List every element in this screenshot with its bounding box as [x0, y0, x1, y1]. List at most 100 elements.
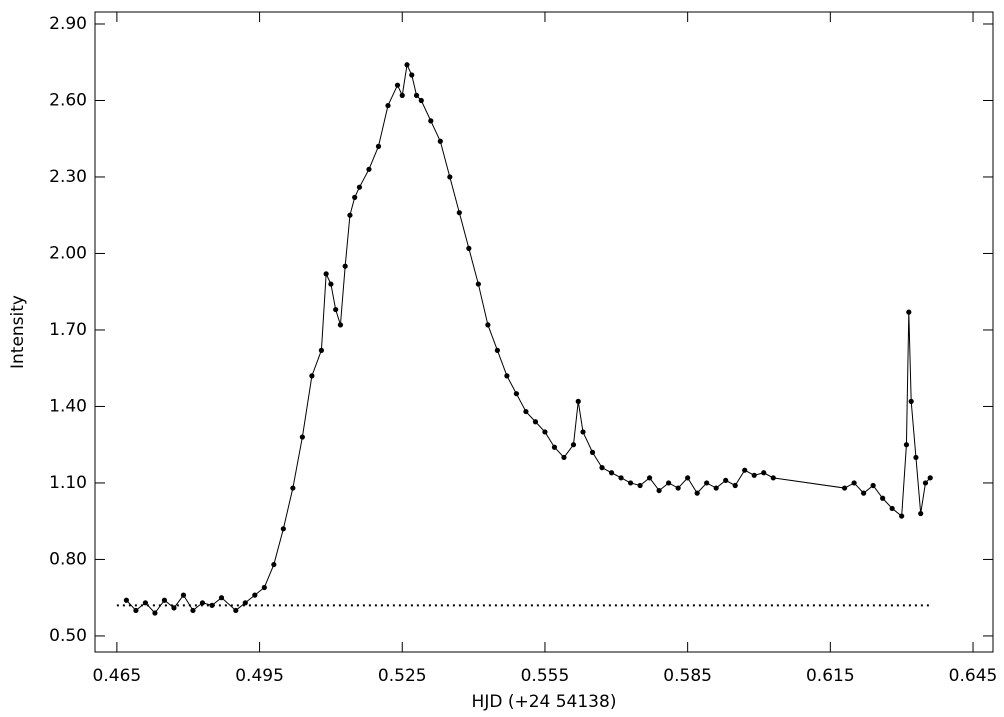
data-point [713, 485, 719, 491]
data-point [447, 174, 453, 180]
x-tick-label: 0.645 [949, 666, 998, 686]
data-point [290, 485, 296, 491]
x-tick-label: 0.615 [806, 666, 855, 686]
data-point [242, 600, 248, 606]
data-point [428, 118, 434, 124]
data-point [385, 102, 391, 109]
data-point [171, 605, 177, 611]
data-point [309, 373, 315, 379]
data-point [922, 480, 929, 486]
data-point [190, 607, 196, 614]
data-point [356, 184, 363, 190]
data-point [409, 72, 415, 78]
y-tick-label: 2.30 [49, 167, 87, 187]
data-point [218, 595, 225, 601]
data-point [394, 82, 401, 88]
y-tick-label: 0.50 [49, 626, 87, 646]
data-point [927, 475, 933, 481]
data-point [318, 347, 325, 353]
data-point [732, 482, 738, 489]
data-point [323, 271, 329, 277]
data-point [337, 322, 344, 328]
data-point [903, 442, 910, 448]
data-point [413, 92, 420, 98]
data-point [475, 281, 481, 287]
light-curve [126, 63, 931, 614]
data-point [542, 429, 548, 435]
data-point [666, 480, 672, 486]
data-point [261, 584, 267, 591]
data-point [742, 467, 748, 473]
data-point [913, 454, 919, 461]
data-point [685, 475, 691, 481]
data-point [570, 442, 577, 448]
data-point [761, 470, 767, 476]
data-point [906, 309, 912, 315]
data-point [342, 263, 348, 269]
data-point [627, 480, 634, 486]
x-axis-label: HJD (+24 54138) [472, 692, 617, 712]
y-tick-label: 1.40 [49, 396, 87, 416]
x-tick-label: 0.495 [235, 666, 284, 686]
y-tick-label: 0.80 [49, 549, 87, 569]
data-point [494, 347, 500, 353]
data-point [608, 470, 615, 476]
data-point [456, 210, 462, 216]
data-point [694, 490, 700, 496]
data-point [252, 592, 258, 598]
data-point [523, 408, 529, 415]
data-point [532, 419, 539, 425]
data-point [142, 600, 149, 606]
data-point [437, 138, 443, 144]
data-point [271, 561, 277, 568]
data-point [704, 480, 710, 486]
data-point [375, 143, 382, 149]
data-point [575, 398, 581, 404]
data-point [870, 482, 876, 489]
data-point [723, 477, 729, 483]
data-point [861, 490, 867, 496]
data-point [908, 398, 914, 404]
data-point [328, 281, 334, 287]
data-point [599, 465, 605, 471]
data-point [889, 505, 895, 512]
data-point [561, 454, 567, 461]
data-point [513, 391, 520, 397]
data-point [299, 434, 305, 440]
data-point [851, 480, 857, 486]
data-point [123, 597, 129, 603]
data-point [656, 487, 662, 494]
data-point [918, 510, 924, 517]
data-point [399, 92, 405, 98]
data-point [209, 602, 215, 608]
data-point [199, 600, 206, 606]
y-tick-label: 2.00 [49, 243, 87, 263]
data-point [418, 97, 424, 104]
data-point [770, 475, 776, 481]
data-point [618, 475, 624, 481]
y-tick-label: 2.60 [49, 90, 87, 110]
data-point [347, 212, 353, 218]
data-point [675, 485, 681, 491]
plot-frame [94, 11, 994, 653]
data-point [352, 194, 358, 200]
x-tick-label: 0.465 [93, 666, 142, 686]
data-point [280, 526, 286, 532]
data-point [842, 485, 848, 491]
data-point [637, 482, 643, 489]
y-tick-label: 1.10 [49, 473, 87, 493]
data-point [133, 607, 139, 614]
data-point [366, 166, 372, 172]
data-point [333, 306, 339, 313]
y-tick-label: 2.90 [49, 14, 87, 34]
data-point [233, 607, 239, 614]
data-point [551, 444, 558, 450]
x-tick-label: 0.525 [378, 666, 427, 686]
x-tick-label: 0.555 [521, 666, 570, 686]
data-point [404, 62, 410, 68]
data-point [646, 475, 653, 481]
data-point [485, 322, 491, 328]
data-point [180, 592, 187, 598]
